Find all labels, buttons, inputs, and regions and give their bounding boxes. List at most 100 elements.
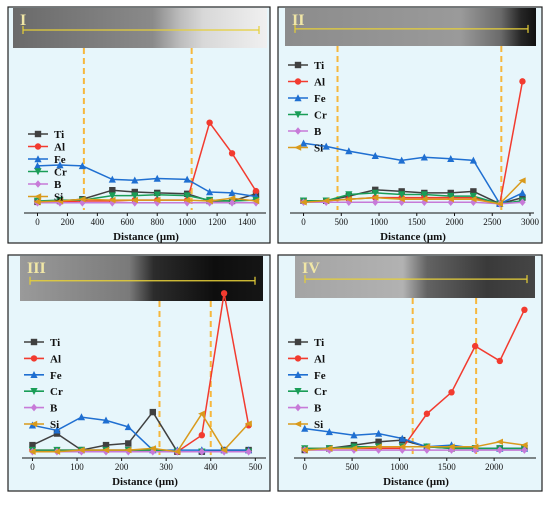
data-point-cr (131, 192, 139, 200)
x-tick-label: 0 (302, 462, 307, 472)
data-point-si (300, 446, 308, 454)
x-tick-label: 800 (150, 217, 164, 227)
legend-label-al: Al (314, 77, 325, 89)
data-point-fe (420, 153, 428, 161)
data-point-b (109, 199, 116, 207)
data-point-si (350, 445, 358, 452)
x-tick-label: 3000 (521, 217, 540, 227)
x-tick-label: 0 (35, 217, 40, 227)
data-point-fe (206, 188, 214, 196)
legend-label-b: B (50, 403, 58, 415)
data-point-b (149, 447, 156, 456)
data-point-b (521, 446, 528, 454)
legend-label-al: Al (50, 353, 61, 365)
legend-marker-fe (34, 155, 42, 163)
data-point-fe (301, 424, 309, 432)
x-tick-label: 500 (345, 462, 359, 472)
data-point-si (33, 198, 41, 206)
x-axis-label: Distance (μm) (113, 231, 179, 243)
legend-marker-b (34, 180, 42, 188)
x-axis-label: Distance (μm) (380, 231, 446, 243)
data-point-si (130, 196, 138, 204)
x-tick-label: 1500 (438, 462, 457, 472)
x-tick-label: 200 (61, 217, 75, 227)
x-tick-label: 1400 (238, 217, 257, 227)
data-point-fe (322, 142, 330, 150)
data-point-ti (109, 187, 116, 194)
data-point-si (53, 448, 61, 455)
legend-marker-b (294, 127, 302, 135)
data-point-al (206, 119, 213, 126)
data-point-fe (77, 413, 86, 421)
data-point-fe (299, 139, 308, 147)
legend-label-b: B (314, 126, 322, 138)
data-point-fe (102, 416, 110, 424)
data-point-ti (470, 188, 477, 195)
data-point-si (56, 197, 64, 205)
data-point-cr (183, 192, 191, 200)
data-point-fe (469, 156, 477, 164)
data-point-cr (371, 189, 379, 197)
legend-label-cr: Cr (314, 110, 327, 122)
x-tick-label: 1000 (178, 217, 197, 227)
panel-2: II 0 500 1000 1500 2000 2500 3000 Distance (μm) T… (277, 6, 543, 244)
data-point-fe (371, 151, 379, 159)
x-tick-label: 100 (70, 462, 84, 472)
panel-label: I (20, 12, 26, 29)
legend-marker-b (294, 403, 302, 412)
data-point-si (78, 196, 86, 203)
data-point-ti (149, 408, 156, 416)
panel-3: III 0 100 200 300 400 500 Distance (μm) Ti Al Fe Cr… (7, 254, 271, 492)
data-point-b (198, 447, 206, 456)
data-point-al (471, 342, 479, 350)
data-point-si (520, 441, 528, 449)
data-point-cr (153, 191, 161, 199)
legend-marker-al (294, 355, 302, 362)
data-point-cr (420, 191, 428, 199)
data-point-fe (325, 428, 333, 436)
legend-marker-ti (294, 338, 302, 346)
data-point-si (496, 200, 504, 207)
data-point-cr (108, 192, 116, 200)
data-point-si (108, 196, 116, 204)
data-point-ti (29, 441, 36, 449)
panel-1: I 0 200 400 600 800 1000 1200 1400 Distance (μm) T… (7, 6, 271, 244)
x-tick-label: 600 (121, 217, 135, 227)
data-point-si (371, 194, 379, 201)
series-line-fe (303, 142, 523, 205)
x-tick-label: 1200 (208, 217, 227, 227)
panel-label: IV (302, 260, 320, 277)
data-point-si (124, 446, 132, 454)
data-point-si (374, 443, 382, 450)
legend-marker-cr (30, 388, 38, 395)
data-point-fe (124, 423, 132, 431)
series-line-si (303, 180, 524, 205)
legend-label-si: Si (50, 419, 59, 431)
legend-label-cr: Cr (314, 386, 327, 398)
series-line-cr (303, 192, 523, 205)
data-point-si (469, 195, 477, 203)
micrograph-image (285, 8, 536, 46)
data-point-si (205, 197, 213, 205)
legend-label-al: Al (54, 142, 65, 154)
legend-marker-si (30, 420, 38, 428)
micrograph-image (295, 256, 535, 298)
data-point-si (325, 445, 333, 452)
data-point-si (198, 410, 206, 417)
data-point-si (228, 195, 236, 202)
series-line-fe (37, 164, 257, 198)
data-point-si (496, 438, 504, 445)
data-point-fe (398, 434, 406, 442)
series-line-b (303, 201, 523, 205)
micrograph-image (13, 8, 267, 48)
legend-label-ti: Ti (50, 337, 60, 349)
x-axis-label: Distance (μm) (383, 476, 449, 488)
data-point-cr (447, 192, 455, 200)
data-point-b (372, 198, 379, 207)
series-line-si (304, 441, 525, 451)
x-tick-label: 1000 (390, 462, 409, 472)
legend-label-b: B (314, 403, 322, 415)
data-point-al (448, 389, 455, 396)
data-point-al (228, 150, 236, 157)
data-point-b (496, 446, 504, 454)
